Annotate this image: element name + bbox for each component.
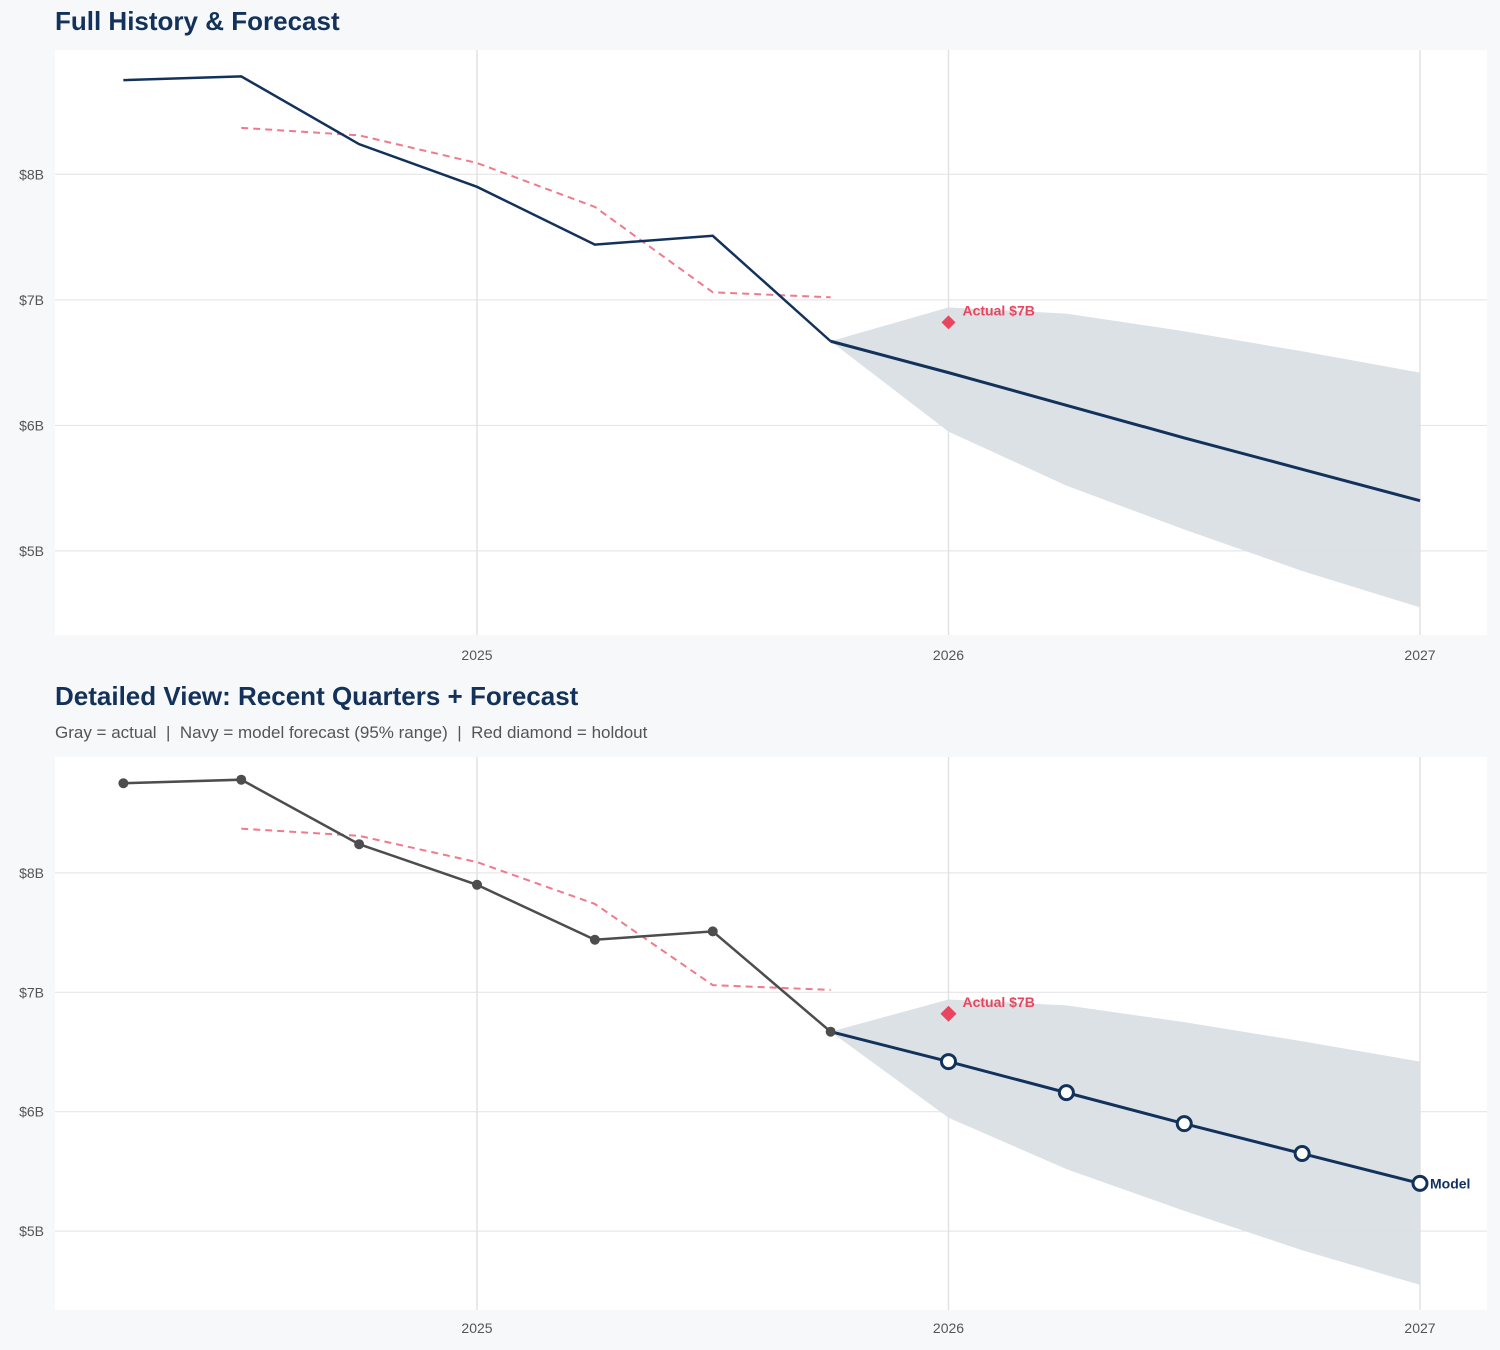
x-tick-label: 2026 <box>933 647 964 663</box>
actual-point <box>236 774 247 785</box>
holdout-label: Actual $7B <box>963 302 1035 318</box>
y-tick-label: $5B <box>19 543 44 559</box>
x-tick-label: 2027 <box>1404 647 1435 663</box>
forecast-95-band <box>830 307 1420 608</box>
chart-2-subtitle: Gray = actual | Navy = model forecast (9… <box>55 723 648 742</box>
actual-point <box>118 778 129 789</box>
actual-point <box>825 1026 836 1037</box>
chart-2-title: Detailed View: Recent Quarters + Forecas… <box>55 681 579 711</box>
actual-point <box>354 839 365 850</box>
x-tick-label: 2026 <box>933 1320 964 1336</box>
actual-point <box>589 934 600 945</box>
y-tick-label: $7B <box>19 984 44 1000</box>
holdout-diamond <box>940 1005 957 1022</box>
forecast-point <box>1293 1145 1311 1163</box>
y-tick-label: $6B <box>19 1104 44 1120</box>
forecast-point <box>1057 1084 1075 1102</box>
forecast-line <box>830 339 1421 503</box>
forecast-line <box>830 1030 1421 1185</box>
x-tick-label: 2025 <box>461 1320 492 1336</box>
chart-1-title: Full History & Forecast <box>55 6 340 36</box>
forecast-end-label: Model <box>1430 1175 1470 1191</box>
holdout-label: Actual $7B <box>963 994 1035 1010</box>
y-tick-label: $8B <box>19 865 44 881</box>
x-tick-label: 2027 <box>1404 1320 1435 1336</box>
actual-line <box>123 75 832 343</box>
forecast-point <box>940 1053 957 1071</box>
y-tick-label: $5B <box>19 1223 44 1239</box>
actual-point <box>707 926 718 937</box>
holdout-diamond <box>941 315 956 330</box>
y-tick-label: $6B <box>19 417 44 433</box>
x-tick-label: 2025 <box>461 647 492 663</box>
chart-1: $5B $6B $7B $8B 2025 2026 2027 Actual $7B <box>19 50 1487 663</box>
actual-point <box>472 879 482 890</box>
forecast-point <box>1411 1174 1429 1192</box>
y-tick-label: $8B <box>19 166 44 182</box>
forecast-point <box>1175 1115 1193 1133</box>
y-tick-label: $7B <box>19 292 44 308</box>
